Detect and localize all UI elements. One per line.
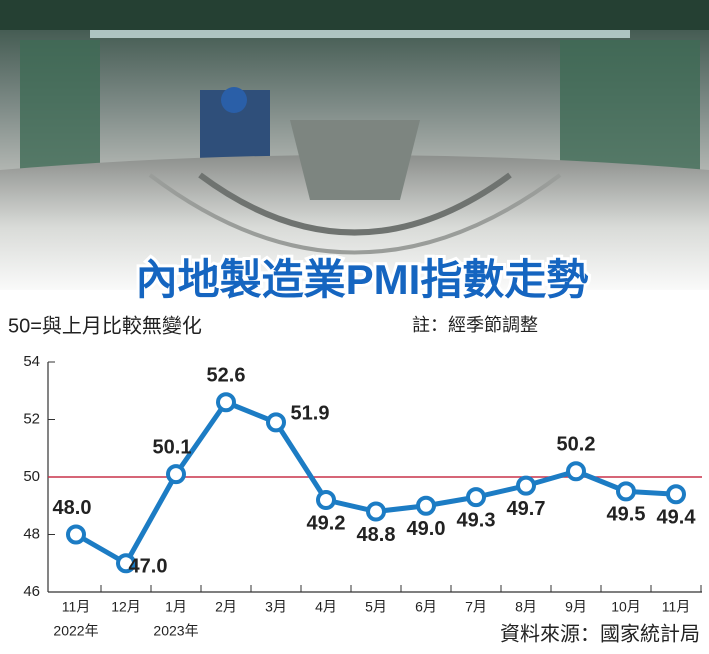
x-tick-label: 8月: [515, 599, 537, 615]
value-label: 50.2: [557, 434, 596, 456]
value-label: 49.3: [457, 509, 496, 531]
point: [116, 553, 136, 574]
value-label: 48.0: [53, 497, 92, 519]
x-tick-label: 6月: [415, 599, 437, 615]
subtitle: 50=與上月比較無變化: [8, 314, 202, 337]
x-tick-label: 1月: [165, 599, 187, 615]
value-label: 48.8: [357, 524, 396, 546]
point: [266, 412, 286, 433]
point: [316, 490, 336, 510]
source: 資料來源：國家統計局: [500, 623, 700, 646]
x-tick-label: 9月: [565, 599, 587, 615]
value-label: 49.4: [657, 507, 697, 529]
y-tick-label: 48: [23, 525, 40, 542]
point: [666, 484, 686, 505]
point: [466, 487, 486, 508]
value-label: 51.9: [291, 403, 330, 425]
point: [216, 392, 236, 413]
y-tick-label: 54: [23, 353, 40, 370]
point: [566, 461, 586, 482]
y-tick-label: 52: [23, 410, 40, 427]
photo: [0, 0, 709, 310]
value-label: 52.6: [207, 365, 246, 387]
point: [616, 481, 636, 502]
value-label: 49.7: [507, 498, 546, 520]
x-tick-label: 4月: [315, 599, 337, 615]
x-tick-label: 12月: [111, 599, 141, 615]
value-label: 49.5: [607, 504, 646, 526]
y-tick-label: 50: [23, 468, 40, 485]
x-tick-label: 7月: [465, 599, 487, 615]
value-label: 47.0: [129, 556, 168, 578]
x-tick-label: 2月: [215, 599, 237, 615]
x-tick-label: 5月: [365, 599, 387, 615]
chart-title: 內地製造業PMI指數走勢: [136, 256, 589, 303]
note: 註：經季節調整: [412, 315, 538, 335]
x-tick-label: 3月: [265, 599, 287, 615]
value-label: 50.1: [153, 436, 192, 458]
point: [66, 524, 86, 545]
y-tick-label: 46: [23, 583, 40, 600]
year-label: 2023年: [153, 623, 198, 639]
point: [166, 464, 186, 485]
point: [516, 475, 536, 496]
x-tick-label: 10月: [611, 599, 641, 615]
value-label: 49.2: [307, 512, 346, 534]
point: [416, 495, 436, 516]
value-label: 49.0: [407, 518, 446, 540]
x-tick-label: 11月: [662, 599, 691, 615]
x-tick-label: 11月: [62, 599, 91, 615]
point: [366, 501, 386, 522]
year-label: 2022年: [53, 623, 98, 639]
